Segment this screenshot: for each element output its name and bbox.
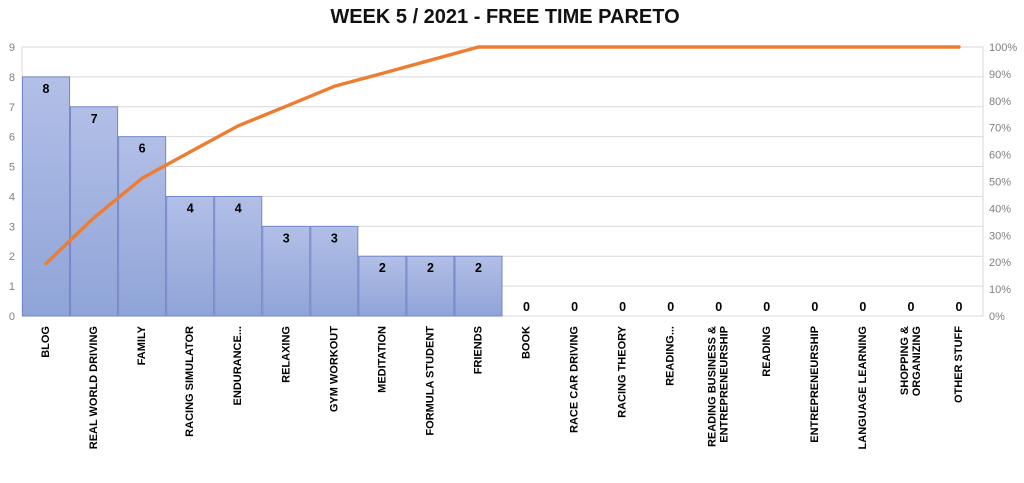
right-axis-tick: 70% bbox=[989, 123, 1011, 135]
bar bbox=[358, 255, 407, 317]
category-label: BOOK bbox=[521, 326, 533, 359]
cumulative-line bbox=[44, 45, 961, 266]
category-label: OTHER STUFF bbox=[953, 326, 965, 403]
left-axis-tick: 9 bbox=[9, 42, 15, 54]
bar-value-label: 2 bbox=[475, 261, 482, 275]
category-label: ENTREPRENEURSHIP bbox=[809, 326, 821, 443]
bar-value-label: 0 bbox=[811, 300, 818, 314]
left-axis-tick: 0 bbox=[9, 311, 15, 323]
category-label: MEDITATION bbox=[376, 326, 388, 393]
bar-value-label: 7 bbox=[91, 112, 98, 126]
category-label: ENDURANCE... bbox=[232, 326, 244, 405]
bar bbox=[262, 225, 311, 317]
bar bbox=[214, 195, 263, 317]
bar-value-label: 0 bbox=[907, 300, 914, 314]
right-axis-tick: 80% bbox=[989, 96, 1011, 108]
category-label: FRIENDS bbox=[472, 326, 484, 374]
bar-value-label: 0 bbox=[619, 300, 626, 314]
bar bbox=[310, 225, 359, 317]
category-label: READING... bbox=[665, 326, 677, 386]
bar bbox=[22, 76, 71, 317]
left-axis-tick: 1 bbox=[9, 281, 15, 293]
chart-title: WEEK 5 / 2021 - FREE TIME PARETO bbox=[330, 6, 680, 28]
bar bbox=[118, 136, 167, 317]
bar-value-label: 0 bbox=[955, 300, 962, 314]
left-axis-tick: 5 bbox=[9, 162, 15, 174]
right-axis-tick: 50% bbox=[989, 177, 1011, 189]
bar-value-label: 0 bbox=[763, 300, 770, 314]
bar-value-label: 6 bbox=[139, 142, 146, 156]
bar-value-label: 0 bbox=[859, 300, 866, 314]
category-label: SHOPPING & bbox=[899, 326, 911, 395]
category-label: ORGANIZING bbox=[911, 326, 923, 396]
category-label: RELAXING bbox=[280, 326, 292, 383]
right-axis-tick: 100% bbox=[989, 42, 1017, 54]
bar-value-label: 0 bbox=[571, 300, 578, 314]
left-axis-tick: 4 bbox=[9, 191, 15, 203]
bar-value-label: 3 bbox=[331, 231, 338, 245]
category-label: GYM WORKOUT bbox=[328, 326, 340, 412]
category-label: RACING SIMULATOR bbox=[184, 326, 196, 437]
right-axis-tick: 20% bbox=[989, 257, 1011, 269]
category-label: LANGUAGE LEARNING bbox=[857, 326, 869, 449]
bar-value-label: 2 bbox=[427, 261, 434, 275]
category-label: REAL WORLD DRIVING bbox=[88, 326, 100, 449]
category-label: ENTREPRENEURSHIP bbox=[719, 326, 731, 443]
bar bbox=[406, 255, 455, 317]
left-axis-tick: 8 bbox=[9, 72, 15, 84]
bar-value-label: 0 bbox=[523, 300, 530, 314]
bar bbox=[454, 255, 503, 317]
bar bbox=[70, 106, 119, 317]
bar bbox=[166, 195, 215, 317]
right-axis-tick: 40% bbox=[989, 203, 1011, 215]
right-axis-tick: 10% bbox=[989, 284, 1011, 296]
category-label: FORMULA STUDENT bbox=[424, 326, 436, 436]
left-axis-tick: 3 bbox=[9, 221, 15, 233]
category-label: READING BUSINESS & bbox=[707, 326, 719, 447]
bar-value-label: 0 bbox=[715, 300, 722, 314]
bar-value-label: 8 bbox=[43, 82, 50, 96]
category-label: RACE CAR DRIVING bbox=[569, 326, 581, 433]
category-label: RACING THEORY bbox=[617, 325, 629, 418]
left-axis-tick: 6 bbox=[9, 132, 15, 144]
right-axis-tick: 90% bbox=[989, 69, 1011, 81]
bar-value-label: 4 bbox=[187, 201, 194, 215]
right-axis-tick: 60% bbox=[989, 150, 1011, 162]
bar-value-label: 4 bbox=[235, 201, 242, 215]
left-axis-tick: 7 bbox=[9, 102, 15, 114]
right-axis-tick: 30% bbox=[989, 230, 1011, 242]
category-label: READING bbox=[761, 326, 773, 377]
bar-value-label: 2 bbox=[379, 261, 386, 275]
category-label: FAMILY bbox=[136, 325, 148, 365]
category-label: BLOG bbox=[40, 326, 52, 358]
left-axis-tick: 2 bbox=[9, 251, 15, 263]
bar-value-label: 3 bbox=[283, 231, 290, 245]
bar-value-label: 0 bbox=[667, 300, 674, 314]
right-axis-tick: 0% bbox=[989, 311, 1005, 323]
